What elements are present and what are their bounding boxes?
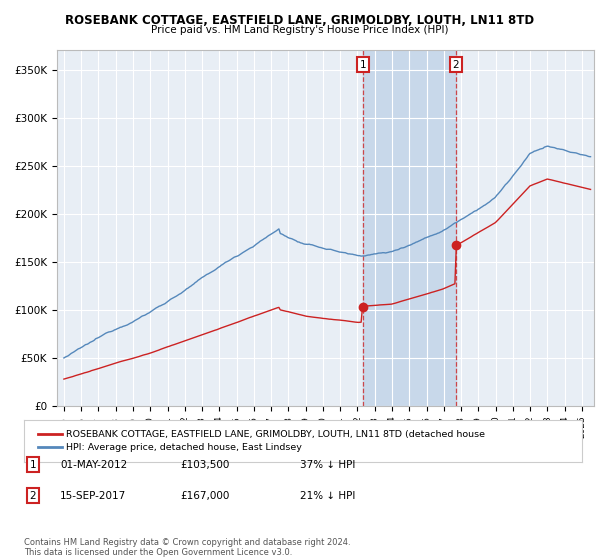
Text: ROSEBANK COTTAGE, EASTFIELD LANE, GRIMOLDBY, LOUTH, LN11 8TD: ROSEBANK COTTAGE, EASTFIELD LANE, GRIMOL… — [65, 14, 535, 27]
Text: 1: 1 — [29, 460, 37, 470]
Text: 01-MAY-2012: 01-MAY-2012 — [60, 460, 127, 470]
Text: 37% ↓ HPI: 37% ↓ HPI — [300, 460, 355, 470]
Text: £167,000: £167,000 — [180, 491, 229, 501]
Text: Price paid vs. HM Land Registry's House Price Index (HPI): Price paid vs. HM Land Registry's House … — [151, 25, 449, 35]
Legend: ROSEBANK COTTAGE, EASTFIELD LANE, GRIMOLDBY, LOUTH, LN11 8TD (detached house, HP: ROSEBANK COTTAGE, EASTFIELD LANE, GRIMOL… — [34, 426, 489, 456]
Text: Contains HM Land Registry data © Crown copyright and database right 2024.
This d: Contains HM Land Registry data © Crown c… — [24, 538, 350, 557]
Text: 1: 1 — [360, 60, 367, 70]
Text: £103,500: £103,500 — [180, 460, 229, 470]
Text: 2: 2 — [29, 491, 37, 501]
Text: 15-SEP-2017: 15-SEP-2017 — [60, 491, 126, 501]
Bar — [363, 50, 456, 406]
Text: 21% ↓ HPI: 21% ↓ HPI — [300, 491, 355, 501]
Text: 2: 2 — [453, 60, 460, 70]
